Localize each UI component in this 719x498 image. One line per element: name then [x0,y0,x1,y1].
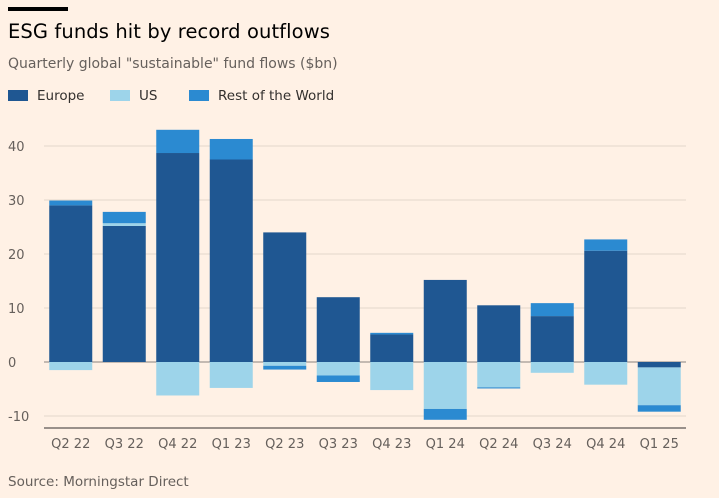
chart-subtitle: Quarterly global "sustainable" fund flow… [8,56,338,72]
bar-segment-us [423,362,467,409]
y-tick-label: 40 [8,140,25,155]
x-tick-label: Q2 22 [51,437,90,452]
bar-segment-us [156,362,200,396]
bar-segment-europe [209,159,253,362]
bar-segment-europe [156,153,200,362]
x-tick-label: Q2 24 [479,437,518,452]
legend-label-europe: Europe [37,88,85,104]
bar-segment-rest-of-the-world [102,211,146,224]
legend-item-rest-of-world: Rest of the World [189,88,334,104]
bar-segment-us [209,362,253,388]
bar-segment-rest-of-the-world [49,200,93,206]
bar-segment-rest-of-the-world [370,332,414,335]
x-tick-label: Q1 23 [212,437,251,452]
bar-segment-us [477,362,521,388]
x-tick-label: Q1 24 [426,437,465,452]
x-tick-label: Q3 22 [105,437,144,452]
x-tick-label: Q4 22 [158,437,197,452]
source-note: Source: Morningstar Direct [8,474,189,490]
bar-segment-us [584,362,628,385]
y-tick-label: -10 [8,410,29,425]
bar-segment-rest-of-the-world [637,405,681,412]
legend-swatch-us [110,89,130,101]
bar-segment-rest-of-the-world [316,375,360,382]
bar-segment-europe [263,232,307,362]
bar-segment-europe [423,279,467,362]
y-tick-label: 30 [8,194,25,209]
bar-segment-europe [637,362,681,368]
bar-segment-us [530,362,574,373]
bar-segment-us [263,362,307,366]
bar-segment-rest-of-the-world [584,239,628,251]
bar-segment-rest-of-the-world [477,387,521,389]
legend-item-europe: Europe [8,88,84,104]
bar-segment-europe [316,297,360,362]
bar-segment-us [637,367,681,406]
bar-segment-rest-of-the-world [209,138,253,160]
bar-segment-us [49,362,93,371]
bar-segment-us [102,223,146,226]
bar-segment-rest-of-the-world [263,365,307,370]
x-tick-label: Q4 24 [586,437,625,452]
x-tick-label: Q3 24 [533,437,572,452]
bar-segment-rest-of-the-world [530,303,574,317]
bar-segment-europe [102,225,146,362]
header-accent-bar [8,7,68,11]
bar-segment-us [370,362,414,391]
y-tick-label: 20 [8,248,25,263]
legend-swatch-europe [8,89,28,101]
bar-segment-us [316,362,360,376]
bar-segment-rest-of-the-world [156,129,200,154]
bar-segment-europe [49,205,93,362]
legend-label-us: US [139,88,158,104]
x-tick-label: Q1 25 [640,437,679,452]
x-tick-label: Q4 23 [372,437,411,452]
chart-title: ESG funds hit by record outflows [8,20,331,43]
bar-segment-europe [370,334,414,362]
legend-label-rest-of-world: Rest of the World [218,88,335,104]
bar-segment-europe [584,250,628,362]
legend-swatch-rest-of-world [189,89,209,101]
legend-item-us: US [110,88,157,104]
bar-segment-rest-of-the-world [423,408,467,420]
x-tick-label: Q2 23 [265,437,304,452]
y-tick-label: 10 [8,302,25,317]
bar-segment-europe [530,316,574,362]
bar-segment-europe [477,305,521,362]
y-tick-label: 0 [8,356,16,371]
x-tick-label: Q3 23 [319,437,358,452]
